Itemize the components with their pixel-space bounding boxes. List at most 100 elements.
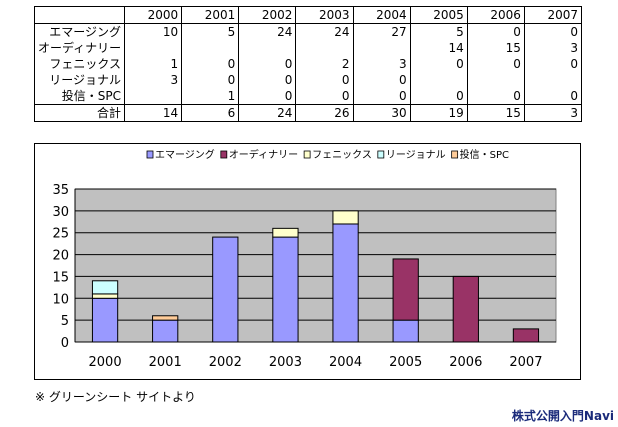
table-cell: 10: [123, 23, 183, 40]
y-tick-label: 5: [61, 314, 69, 329]
legend-label: オーディナリー: [229, 148, 298, 161]
table-cell: 5: [409, 23, 468, 40]
table-cell: 0: [238, 88, 297, 105]
legend-label: リージョナル: [386, 149, 446, 161]
table-year-header: 2002: [238, 6, 297, 24]
table-cell: [123, 88, 183, 105]
table-cell: 27: [352, 23, 411, 40]
table-year-header: 2003: [295, 6, 354, 24]
x-tick-label: 2000: [89, 355, 122, 370]
table-row-label: 合計: [34, 104, 125, 122]
table-row-label: エマージング: [34, 23, 125, 40]
table-cell: 0: [352, 72, 411, 88]
bar-segment: [152, 315, 179, 321]
table-cell: 3: [352, 56, 411, 72]
plot-area: [74, 188, 557, 343]
table-cell: 24: [295, 23, 354, 40]
y-tick-label: 10: [52, 292, 69, 307]
table-cell: 15: [466, 104, 525, 122]
table-row-label: リージョナル: [34, 72, 125, 88]
bar-segment: [152, 319, 179, 343]
legend-label: エマージング: [155, 148, 215, 161]
legend-label: 投信・SPC: [460, 148, 509, 161]
x-tick-label: 2001: [149, 355, 182, 370]
table-cell: 0: [295, 88, 354, 105]
table-row: オーディナリー 14 15 3: [34, 40, 583, 56]
table-cell: [409, 72, 468, 88]
table-cell: 0: [523, 56, 583, 72]
legend-swatch: [451, 150, 459, 159]
table-cell: 26: [295, 104, 354, 122]
table-cell: 5: [181, 23, 240, 40]
table-cell: 15: [466, 40, 525, 56]
table-total-row: 合計 14 6 24 26 30 19 15 3: [34, 104, 583, 122]
table-cell: 0: [466, 23, 525, 40]
bar-segment: [212, 236, 239, 343]
legend-swatch: [303, 150, 311, 159]
table-cell: 24: [238, 104, 297, 122]
table-cell: 1: [123, 56, 183, 72]
table-cell: [523, 72, 583, 88]
stacked-bar-chart: 0 5 10 15 20 25 30 35 2000 2001 2002 2003 2004 2005 20…: [52, 148, 557, 370]
bar-segment: [392, 258, 419, 321]
table-cell: 0: [295, 72, 354, 88]
y-tick-label: 35: [52, 183, 69, 198]
table-row: エマージング 10 5 24 24 27 5 0 0: [34, 23, 583, 40]
table-cell: 0: [409, 56, 468, 72]
table-cell: 0: [181, 56, 240, 72]
table-cell: 3: [123, 72, 183, 88]
chart-frame: 0 5 10 15 20 25 30 35 2000 2001 2002 2003 2004 2005 20…: [34, 143, 581, 380]
y-tick-label: 30: [52, 205, 69, 220]
legend-swatch: [220, 150, 228, 159]
table-cell: 0: [238, 56, 297, 72]
bar-segment: [91, 293, 119, 299]
table-cell: 6: [181, 104, 240, 122]
legend-label: フェニックス: [312, 149, 372, 161]
table-cell: 14: [409, 40, 468, 56]
table-cell: 0: [523, 88, 583, 105]
y-tick-label: 15: [52, 270, 69, 285]
bar-segment: [272, 236, 299, 343]
y-tick-label: 0: [61, 336, 69, 351]
legend-swatch: [146, 150, 154, 159]
table-row: リージョナル 3 0 0 0 0: [34, 72, 583, 88]
table-cell: 3: [523, 40, 583, 56]
table-cell: 14: [123, 104, 183, 122]
table-header-row: 2000 2001 2002 2003 2004 2005 2006 2007: [34, 6, 583, 24]
table-cell: 3: [523, 104, 583, 122]
bar-segment: [392, 319, 419, 343]
table-row-label: フェニックス: [34, 56, 125, 72]
table-row: フェニックス 1 0 0 2 3 0 0 0: [34, 56, 583, 72]
y-tick-label: 20: [52, 249, 69, 264]
table-cell: 19: [409, 104, 468, 122]
table-cell: [123, 40, 183, 56]
table-year-header: 2005: [409, 6, 468, 24]
table-cell: 1: [181, 88, 240, 105]
x-tick-label: 2003: [269, 355, 302, 370]
table-row-label: 投信・SPC: [34, 88, 125, 105]
x-tick-label: 2005: [389, 355, 422, 370]
brand-logo-text: 株式公開入門Navi: [511, 409, 614, 423]
table-cell: [352, 40, 411, 56]
x-tick-label: 2002: [209, 355, 242, 370]
table-cell: 0: [238, 72, 297, 88]
table-year-header: 2001: [181, 6, 240, 24]
table-cell: [238, 40, 297, 56]
table-cell: 0: [352, 88, 411, 105]
table-cell: 30: [352, 104, 411, 122]
table-cell: 0: [523, 23, 583, 40]
x-tick-label: 2006: [449, 355, 482, 370]
y-tick-label: 25: [52, 227, 69, 242]
bar-segment: [452, 275, 479, 343]
bar-segment: [332, 210, 359, 225]
bar-segment: [272, 227, 299, 238]
table-year-header: 2004: [352, 6, 411, 24]
bar-segment: [91, 297, 119, 343]
bar-segment: [512, 328, 540, 343]
table-cell: 0: [466, 88, 525, 105]
table-cell: [181, 40, 240, 56]
x-tick-label: 2007: [509, 355, 542, 370]
table-year-header: 2006: [466, 6, 525, 24]
table-year-header: 2007: [523, 6, 583, 24]
table-cell: 0: [409, 88, 468, 105]
